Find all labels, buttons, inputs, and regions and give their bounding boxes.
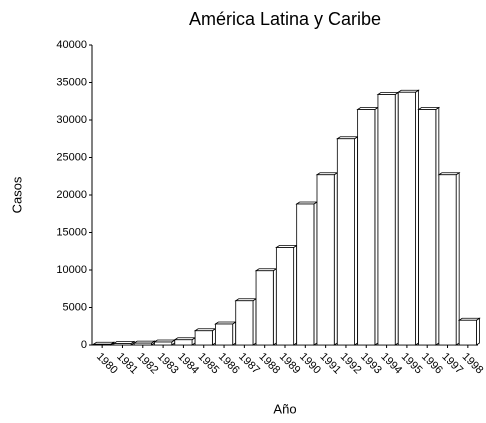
bar xyxy=(376,91,400,346)
bar-side xyxy=(435,106,440,346)
y-tick-label: 35000 xyxy=(56,76,87,88)
x-tick-label: 1981 xyxy=(114,351,140,377)
bar xyxy=(335,136,359,346)
bar xyxy=(457,317,481,346)
y-tick-label: 10000 xyxy=(56,264,87,276)
bar xyxy=(153,339,177,346)
bar-face xyxy=(336,138,355,346)
bar xyxy=(275,244,298,346)
bar-face xyxy=(357,109,376,346)
bar-side xyxy=(415,89,419,346)
bar xyxy=(396,89,420,346)
bar xyxy=(132,340,156,346)
x-tick-label: 1983 xyxy=(155,351,181,377)
bar-face xyxy=(215,323,234,346)
bar-side xyxy=(293,244,298,346)
bar-face xyxy=(397,91,416,346)
bar xyxy=(315,172,339,346)
chart-title: América Latina y Caribe xyxy=(189,9,381,29)
x-tick-label: 1992 xyxy=(338,351,364,377)
x-tick-label: 1984 xyxy=(175,351,201,377)
x-tick-label: 1995 xyxy=(399,351,425,377)
x-tick-label: 1996 xyxy=(419,351,445,377)
x-tick-label: 1991 xyxy=(317,351,343,377)
bar-side xyxy=(354,136,358,346)
bar-side xyxy=(476,317,480,346)
bar-side xyxy=(333,172,338,346)
bar-face xyxy=(438,174,457,346)
x-tick-label: 1997 xyxy=(439,351,465,377)
y-tick-label: 0 xyxy=(81,339,87,351)
bar-side xyxy=(394,91,399,346)
bar xyxy=(92,341,116,346)
bar-face xyxy=(316,174,335,346)
y-tick-label: 30000 xyxy=(56,114,87,126)
x-tick-label: 1980 xyxy=(94,351,120,377)
x-tick-label: 1988 xyxy=(257,351,283,377)
bar-face xyxy=(235,300,254,346)
bar-face xyxy=(296,203,315,346)
bar-side xyxy=(313,201,318,346)
x-tick-label: 1990 xyxy=(297,351,323,377)
bar xyxy=(356,106,380,346)
bar-face xyxy=(133,342,152,346)
x-tick-label: 1989 xyxy=(277,351,303,377)
x-tick-label: 1998 xyxy=(460,351,486,377)
y-axis-title: Casos xyxy=(9,176,24,213)
bar xyxy=(295,201,319,346)
y-tick-label: 20000 xyxy=(56,189,87,201)
bar xyxy=(112,340,136,346)
x-tick-label: 1985 xyxy=(196,351,222,377)
bar-face xyxy=(194,330,213,346)
bar-side xyxy=(455,172,460,346)
bar-face xyxy=(174,339,193,346)
bar-side xyxy=(272,268,277,346)
bar-side xyxy=(211,328,216,346)
bar-side xyxy=(232,321,237,346)
x-tick-label: 1986 xyxy=(216,351,242,377)
bar xyxy=(234,298,258,346)
bar xyxy=(214,321,238,346)
x-tick-label: 1994 xyxy=(378,351,404,377)
bar-face xyxy=(458,319,477,346)
x-tick-label: 1982 xyxy=(135,351,161,377)
bar-face xyxy=(377,94,396,346)
bar-face xyxy=(418,109,437,346)
bar-side xyxy=(374,106,379,346)
x-tick-label: 1993 xyxy=(358,351,384,377)
bar xyxy=(173,337,197,346)
bar-face xyxy=(255,270,274,346)
bar xyxy=(254,268,278,346)
y-tick-label: 15000 xyxy=(56,226,87,238)
bar xyxy=(437,172,461,346)
x-axis-title: Año xyxy=(273,401,296,416)
y-tick-label: 5000 xyxy=(63,301,87,313)
bar xyxy=(193,328,217,346)
bar-face xyxy=(93,343,112,346)
x-tick-label: 1987 xyxy=(236,351,262,377)
bar-side xyxy=(252,298,257,346)
bar-face xyxy=(275,247,295,346)
bar-face xyxy=(154,341,173,346)
bar xyxy=(417,106,441,346)
y-tick-label: 40000 xyxy=(56,39,87,51)
bar-face xyxy=(113,343,132,346)
y-tick-label: 25000 xyxy=(56,151,87,163)
